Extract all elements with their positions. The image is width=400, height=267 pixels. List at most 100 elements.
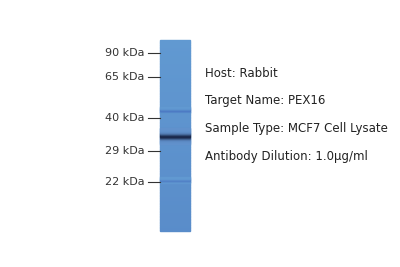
Bar	[160, 58, 190, 59]
Bar	[160, 230, 190, 231]
Bar	[160, 147, 190, 149]
Bar	[160, 142, 190, 144]
Bar	[160, 105, 190, 107]
Text: 22 kDa: 22 kDa	[105, 177, 144, 187]
Text: Host: Rabbit: Host: Rabbit	[205, 67, 278, 80]
Text: Sample Type: MCF7 Cell Lysate: Sample Type: MCF7 Cell Lysate	[205, 122, 388, 135]
Bar	[160, 156, 190, 158]
Bar	[160, 90, 190, 91]
Bar	[160, 163, 190, 164]
Bar	[160, 141, 190, 142]
Bar	[160, 52, 190, 53]
Bar	[160, 40, 190, 42]
Bar	[160, 174, 190, 176]
Bar	[160, 113, 190, 115]
Bar	[160, 169, 190, 171]
Bar	[160, 126, 190, 128]
Bar	[160, 131, 190, 133]
Bar	[160, 168, 190, 169]
Bar	[160, 55, 190, 56]
Text: Antibody Dilution: 1.0μg/ml: Antibody Dilution: 1.0μg/ml	[205, 150, 368, 163]
Bar	[160, 207, 190, 209]
Text: 65 kDa: 65 kDa	[105, 72, 144, 82]
Bar	[160, 144, 190, 146]
Bar	[160, 107, 190, 109]
Bar	[160, 69, 190, 70]
Bar	[160, 134, 190, 136]
Bar	[160, 64, 190, 66]
Bar	[160, 164, 190, 166]
Bar	[160, 138, 190, 139]
Bar	[160, 104, 190, 105]
Bar	[160, 101, 190, 103]
Bar	[160, 45, 190, 47]
Bar	[160, 217, 190, 219]
Bar	[160, 110, 190, 112]
Bar	[160, 161, 190, 163]
Bar	[160, 172, 190, 174]
Bar	[160, 85, 190, 87]
Bar	[160, 227, 190, 228]
Bar	[160, 61, 190, 62]
Bar	[160, 123, 190, 125]
Bar	[160, 179, 190, 180]
Bar	[160, 153, 190, 155]
Bar	[160, 121, 190, 123]
Bar	[160, 66, 190, 67]
Bar	[160, 103, 190, 104]
Bar	[160, 220, 190, 222]
Bar	[160, 206, 190, 207]
Bar	[160, 118, 190, 120]
Bar	[160, 150, 190, 152]
Bar	[160, 214, 190, 215]
Bar	[160, 77, 190, 78]
Text: 29 kDa: 29 kDa	[105, 146, 144, 156]
Bar	[160, 48, 190, 50]
Bar	[160, 42, 190, 44]
Bar	[160, 152, 190, 153]
Bar	[160, 62, 190, 64]
Bar	[160, 146, 190, 147]
Bar	[160, 75, 190, 77]
Bar	[160, 133, 190, 134]
Bar	[160, 95, 190, 96]
Bar	[160, 185, 190, 187]
Bar	[160, 129, 190, 131]
Bar	[160, 109, 190, 110]
Bar	[160, 47, 190, 48]
Bar	[160, 212, 190, 214]
Bar	[160, 200, 190, 201]
Bar	[160, 209, 190, 211]
Bar	[160, 136, 190, 138]
Bar	[160, 82, 190, 83]
Bar	[160, 201, 190, 203]
Bar	[160, 56, 190, 58]
Bar	[160, 192, 190, 193]
Bar	[160, 128, 190, 129]
Bar	[160, 93, 190, 95]
Bar	[160, 203, 190, 204]
Bar	[160, 53, 190, 55]
Bar	[160, 198, 190, 200]
Bar	[160, 44, 190, 45]
Bar	[160, 189, 190, 190]
Bar	[160, 74, 190, 75]
Bar	[160, 176, 190, 177]
Bar	[160, 228, 190, 230]
Bar	[160, 99, 190, 101]
Bar	[160, 215, 190, 217]
Bar	[160, 120, 190, 121]
Bar	[160, 83, 190, 85]
Bar	[160, 67, 190, 69]
Bar	[160, 87, 190, 88]
Bar	[160, 211, 190, 212]
Bar	[160, 166, 190, 168]
Bar	[160, 70, 190, 72]
Bar	[160, 59, 190, 61]
Bar	[160, 187, 190, 189]
Bar	[160, 50, 190, 52]
Bar	[160, 117, 190, 118]
Bar	[160, 184, 190, 185]
Bar	[160, 197, 190, 198]
Bar	[160, 225, 190, 227]
